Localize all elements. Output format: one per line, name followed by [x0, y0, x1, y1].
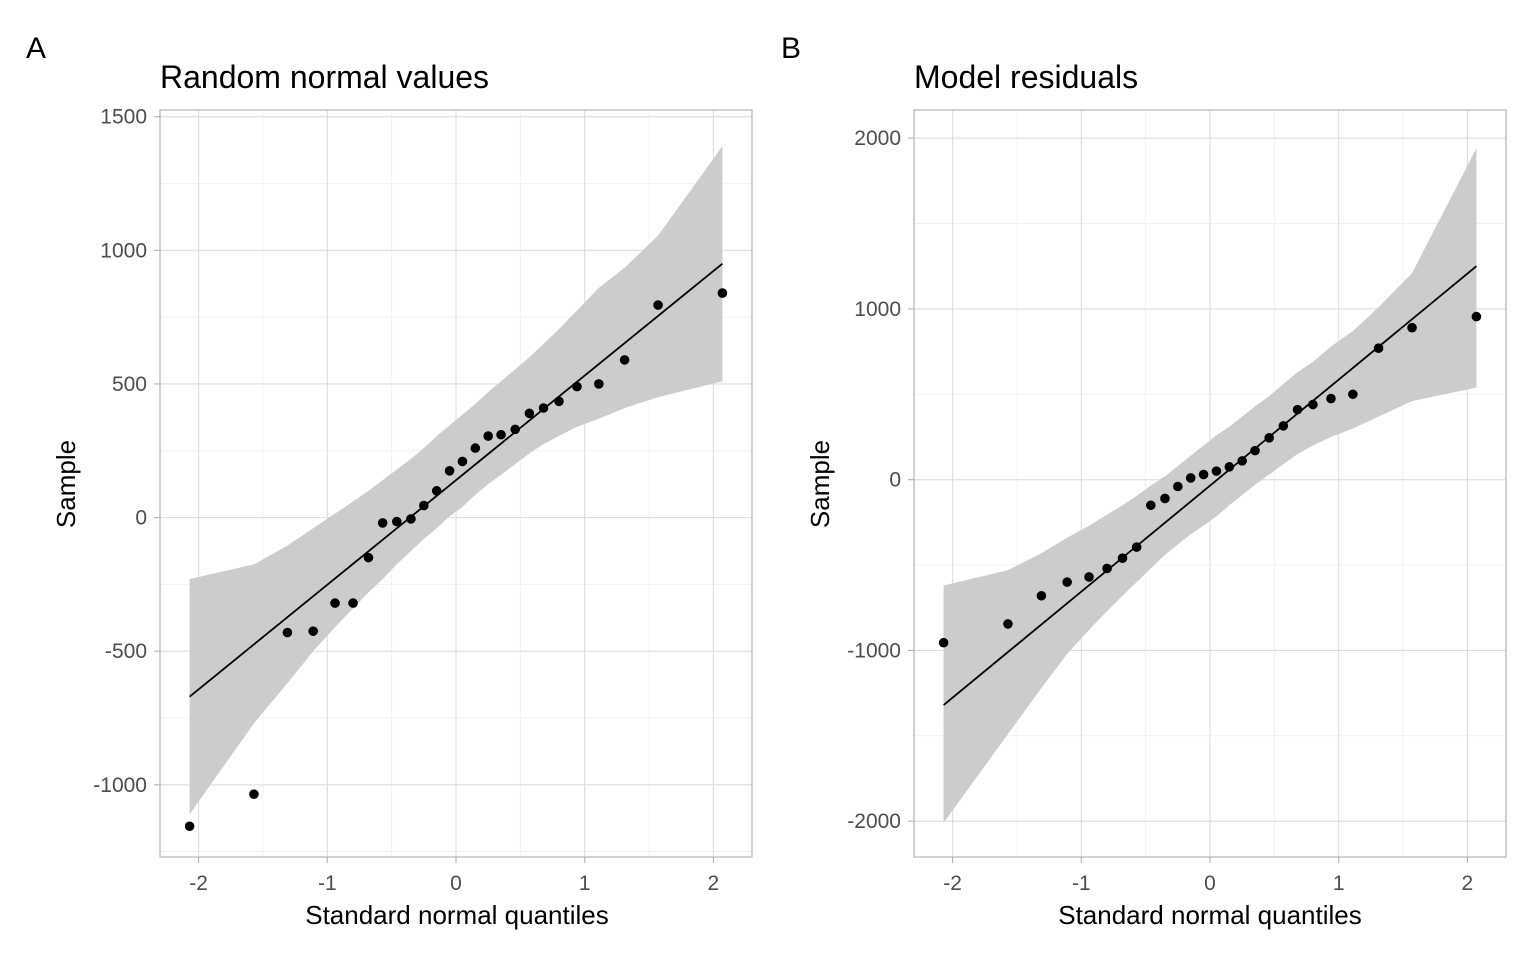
panel-a-data-point-15 [483, 431, 493, 441]
panel-b-data-point-7 [1131, 542, 1142, 552]
panel-a-data-point-5 [348, 598, 358, 608]
panel-a-data-point-6 [363, 552, 374, 563]
panel-b-x-tick-label-3: 1 [1333, 872, 1345, 895]
panel-b-y-tick-label-2: 0 [889, 469, 901, 492]
panel-a-y-tick-label-1: -500 [105, 640, 147, 663]
panel-b-reference-line-layer [943, 265, 1477, 706]
panel-a-y-axis-title: Sample [51, 440, 81, 528]
panel-b-data-point-2 [1036, 590, 1047, 601]
panel-a-y-tick-label-5: 1500 [100, 106, 147, 129]
panel-a-data-point-24 [653, 300, 663, 310]
panel-b-data-point-10 [1173, 481, 1183, 492]
panel-a-data-point-20 [554, 396, 564, 407]
panel-b-data-point-13 [1211, 466, 1222, 476]
panel-a-data-point-12 [444, 466, 455, 476]
panel-a-data-point-3 [308, 626, 318, 636]
panel-a-data-point-21 [572, 381, 582, 392]
panel-a-title: Random normal values [160, 59, 489, 95]
panel-b-data-point-24 [1407, 322, 1417, 333]
panel-a-x-tick-label-4: 2 [708, 872, 720, 895]
panel-b-title: Model residuals [914, 59, 1138, 95]
panel-a-data-point-4 [330, 598, 340, 608]
panel-b-data-point-22 [1348, 389, 1358, 400]
panel-b-data-point-14 [1224, 462, 1235, 472]
panel-a-y-tick-label-0: -1000 [93, 774, 147, 797]
panel-b-x-axis-title: Standard normal quantiles [1058, 900, 1362, 930]
panel-b-y-ticks: -2000 -1000 0 1000 2000 [847, 127, 914, 833]
panel-a-data-point-18 [524, 408, 535, 419]
panel-a-data-point-14 [470, 443, 481, 453]
panel-a-data-point-25 [717, 288, 728, 298]
panel-b-y-axis-title: Sample [805, 440, 835, 528]
panel-b-data-point-11 [1185, 473, 1196, 483]
panel-a-data-point-8 [392, 516, 402, 527]
panel-b-data-point-19 [1292, 404, 1303, 415]
panel-b-x-tick-label-1: -1 [1072, 872, 1091, 895]
panel-a: A Random normal values Standard normal q… [26, 32, 753, 930]
panel-b-data-point-5 [1102, 563, 1112, 574]
panel-b-data-point-12 [1198, 469, 1209, 480]
panel-b-y-tick-label-4: 2000 [854, 127, 901, 150]
panel-a-data-point-9 [406, 514, 416, 524]
panel-b-x-tick-label-0: -2 [943, 872, 962, 895]
panel-b-data-point-20 [1308, 399, 1318, 410]
panel-a-data-point-23 [619, 355, 630, 365]
panel-b-x-tick-label-2: 0 [1204, 872, 1216, 895]
panel-b-data-point-16 [1250, 445, 1260, 456]
panel-a-x-ticks: -2 -1 0 1 2 [189, 857, 719, 895]
panel-a-data-point-13 [457, 456, 468, 467]
panel-b-data-point-0 [938, 637, 949, 648]
panel-b-data-point-3 [1062, 577, 1072, 587]
panel-b-y-tick-label-0: -2000 [847, 810, 901, 833]
panel-a-reference-line [189, 262, 723, 698]
panel-a-data-point-22 [594, 379, 604, 389]
panel-b-data-point-6 [1117, 553, 1128, 563]
panel-b-data-point-15 [1237, 456, 1247, 466]
panel-b: B Model residuals Standard normal quanti… [781, 32, 1507, 930]
panel-a-x-tick-label-2: 0 [450, 872, 462, 895]
panel-a-data-point-2 [282, 627, 293, 638]
panel-a-data-point-17 [510, 424, 520, 435]
panel-a-y-tick-label-4: 1000 [100, 239, 147, 262]
panel-a-points [184, 288, 728, 832]
panel-a-reference-line-layer [189, 262, 723, 698]
panel-b-data-point-18 [1278, 421, 1289, 431]
panel-a-x-tick-label-0: -2 [189, 872, 208, 895]
panel-b-data-point-8 [1146, 500, 1156, 511]
panel-b-x-ticks: -2 -1 0 1 2 [943, 857, 1473, 895]
panel-a-x-tick-label-3: 1 [579, 872, 591, 895]
panel-b-data-point-25 [1471, 311, 1482, 322]
panel-a-y-ticks: -1000 -500 0 500 1000 1500 [93, 106, 160, 797]
panel-b-x-tick-label-4: 2 [1462, 872, 1474, 895]
panel-a-x-tick-label-1: -1 [318, 872, 337, 895]
panel-label-a: A [26, 32, 46, 65]
panel-a-x-axis-title: Standard normal quantiles [305, 900, 609, 930]
panel-b-y-tick-label-1: -1000 [847, 639, 901, 662]
panel-b-y-tick-label-3: 1000 [854, 298, 901, 321]
panel-b-data-point-1 [1003, 619, 1013, 629]
panel-b-data-point-9 [1160, 493, 1170, 504]
panel-b-data-point-17 [1264, 433, 1274, 443]
panel-a-data-point-10 [419, 500, 429, 511]
panel-a-data-point-11 [431, 486, 442, 496]
panel-b-data-point-4 [1084, 572, 1094, 582]
panel-a-y-tick-label-2: 0 [135, 507, 147, 530]
panel-a-data-point-16 [496, 429, 506, 440]
panel-a-data-point-1 [249, 789, 259, 799]
panel-b-data-point-21 [1326, 393, 1336, 404]
panel-b-reference-line [943, 265, 1477, 706]
panel-b-data-point-23 [1373, 343, 1384, 353]
panel-label-b: B [781, 32, 801, 65]
panel-a-data-point-7 [377, 518, 388, 528]
panel-b-points [938, 311, 1482, 648]
panel-a-data-point-19 [538, 403, 549, 413]
panel-a-y-tick-label-3: 500 [112, 373, 147, 396]
panel-a-data-point-0 [184, 821, 195, 832]
